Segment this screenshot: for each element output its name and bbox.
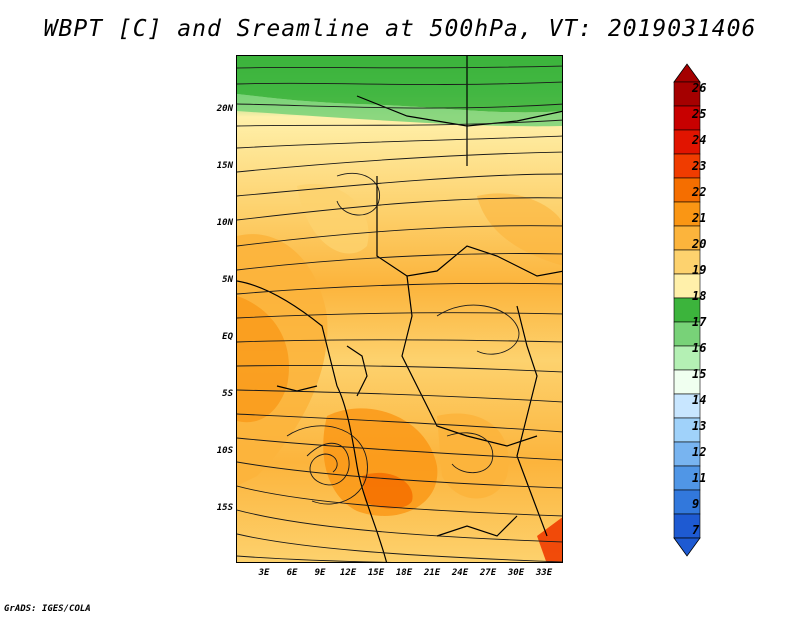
grads-credit: GrADS: IGES/COLA	[4, 604, 91, 614]
map-canvas	[237, 56, 562, 562]
colorbar-segment	[673, 153, 701, 179]
colorbar-label-7: 7	[692, 523, 700, 537]
colorbar-label-23: 23	[692, 159, 707, 173]
lat-label-5n: 5N	[222, 275, 233, 285]
colorbar-segment	[673, 513, 701, 539]
colorbar-segment	[673, 105, 701, 131]
wbpt-21-ne-region	[477, 193, 562, 266]
wbpt-16-region	[237, 94, 562, 127]
colorbar-label-22: 22	[692, 185, 707, 199]
lon-label-12e: 12E	[339, 568, 357, 578]
colorbar-label-20: 20	[692, 237, 707, 251]
lat-label-15n: 15N	[216, 161, 233, 171]
lon-label-15e: 15E	[367, 568, 385, 578]
colorbar-segment	[673, 321, 701, 347]
wbpt-streamline-map	[236, 55, 563, 563]
lat-label-15s: 15S	[216, 503, 233, 513]
colorbar-segment	[673, 345, 701, 371]
colorbar-bottom-arrow	[673, 537, 701, 557]
colorbar	[673, 63, 701, 557]
lat-label-5s: 5S	[222, 389, 233, 399]
lon-label-9e: 9E	[314, 568, 326, 578]
colorbar-label-26: 26	[692, 81, 707, 95]
colorbar-label-17: 17	[692, 315, 707, 329]
colorbar-label-19: 19	[692, 263, 707, 277]
colorbar-label-12: 12	[692, 445, 707, 459]
wbpt-24-region	[537, 517, 562, 562]
colorbar-label-11: 11	[692, 471, 707, 485]
colorbar-segment	[673, 465, 701, 491]
colorbar-label-24: 24	[692, 133, 707, 147]
wbpt-23-region	[362, 472, 413, 509]
colorbar-label-18: 18	[692, 289, 707, 303]
streamlines	[237, 65, 562, 562]
colorbar-label-13: 13	[692, 419, 707, 433]
colorbar-top-arrow	[673, 63, 701, 83]
colorbar-segment	[673, 129, 701, 155]
colorbar-label-21: 21	[692, 211, 707, 225]
colorbar-segment	[673, 177, 701, 203]
colorbar-segment	[673, 393, 701, 419]
colorbar-segment	[673, 417, 701, 443]
lat-label-20n: 20N	[216, 104, 233, 114]
lon-label-33e: 33E	[535, 568, 553, 578]
colorbar-label-14: 14	[692, 393, 707, 407]
colorbar-segment	[673, 225, 701, 251]
lon-label-30e: 30E	[507, 568, 525, 578]
colorbar-label-15: 15	[692, 367, 707, 381]
lon-label-6e: 6E	[286, 568, 298, 578]
lat-label-10s: 10S	[216, 446, 233, 456]
lon-label-27e: 27E	[479, 568, 497, 578]
colorbar-segment	[673, 369, 701, 395]
lat-label-10n: 10N	[216, 218, 233, 228]
colorbar-segment	[673, 249, 701, 275]
colorbar-label-9: 9	[692, 497, 700, 511]
colorbar-segment	[673, 441, 701, 467]
lon-label-18e: 18E	[395, 568, 413, 578]
lon-label-3e: 3E	[258, 568, 270, 578]
colorbar-segment	[673, 201, 701, 227]
wbpt-20-region	[297, 184, 369, 254]
lat-label-eq: EQ	[222, 332, 233, 342]
lon-label-21e: 21E	[423, 568, 441, 578]
lon-label-24e: 24E	[451, 568, 469, 578]
colorbar-segment	[673, 297, 701, 323]
colorbar-label-16: 16	[692, 341, 707, 355]
wbpt-21-east-region	[437, 413, 509, 499]
colorbar-label-25: 25	[692, 107, 707, 121]
map-title: WBPT [C] and Sreamline at 500hPa, VT: 20…	[43, 16, 757, 42]
